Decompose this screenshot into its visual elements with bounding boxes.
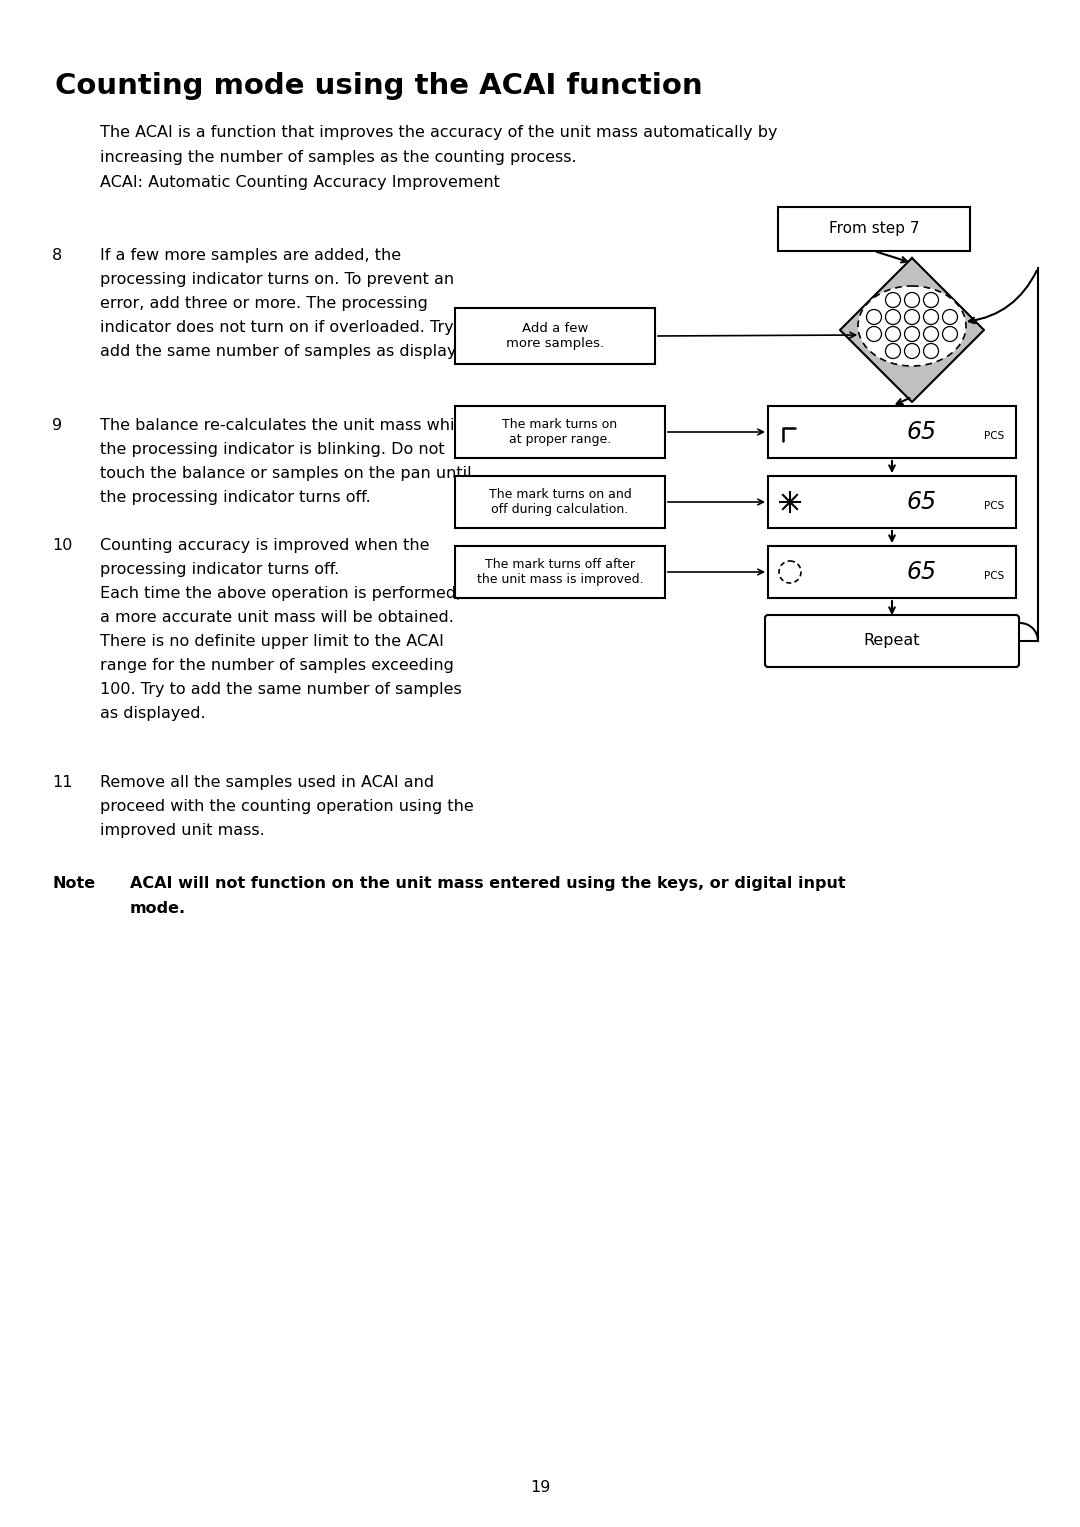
Text: processing indicator turns off.: processing indicator turns off.	[100, 562, 339, 577]
Polygon shape	[840, 258, 984, 402]
Text: the processing indicator turns off.: the processing indicator turns off.	[100, 490, 370, 505]
Text: increasing the number of samples as the counting process.: increasing the number of samples as the …	[100, 150, 577, 165]
Text: error, add three or more. The processing: error, add three or more. The processing	[100, 296, 428, 312]
Text: improved unit mass.: improved unit mass.	[100, 823, 265, 838]
Text: Counting mode using the ACAI function: Counting mode using the ACAI function	[55, 72, 703, 99]
Text: Add a few
more samples.: Add a few more samples.	[505, 322, 604, 350]
Text: The ACAI is a function that improves the accuracy of the unit mass automatically: The ACAI is a function that improves the…	[100, 125, 778, 140]
Text: Repeat: Repeat	[864, 634, 920, 649]
Text: range for the number of samples exceeding: range for the number of samples exceedin…	[100, 658, 454, 673]
Text: The mark turns off after
the unit mass is improved.: The mark turns off after the unit mass i…	[476, 557, 644, 586]
FancyBboxPatch shape	[455, 406, 665, 458]
Text: 10: 10	[52, 538, 72, 553]
FancyBboxPatch shape	[768, 476, 1016, 528]
Text: There is no definite upper limit to the ACAI: There is no definite upper limit to the …	[100, 634, 444, 649]
Text: Remove all the samples used in ACAI and: Remove all the samples used in ACAI and	[100, 776, 434, 789]
Text: touch the balance or samples on the pan until: touch the balance or samples on the pan …	[100, 466, 472, 481]
Text: the processing indicator is blinking. Do not: the processing indicator is blinking. Do…	[100, 441, 445, 457]
Text: Note: Note	[52, 876, 95, 890]
Text: 11: 11	[52, 776, 72, 789]
Text: The balance re-calculates the unit mass while: The balance re-calculates the unit mass …	[100, 418, 469, 434]
Text: as displayed.: as displayed.	[100, 705, 205, 721]
Text: Each time the above operation is performed,: Each time the above operation is perform…	[100, 586, 461, 602]
Ellipse shape	[858, 286, 966, 366]
Text: PCS: PCS	[984, 501, 1003, 512]
Text: 9: 9	[52, 418, 63, 434]
FancyBboxPatch shape	[768, 406, 1016, 458]
Text: 100. Try to add the same number of samples: 100. Try to add the same number of sampl…	[100, 683, 462, 696]
Text: The mark turns on
at proper range.: The mark turns on at proper range.	[502, 418, 618, 446]
FancyBboxPatch shape	[765, 615, 1020, 667]
Text: a more accurate unit mass will be obtained.: a more accurate unit mass will be obtain…	[100, 609, 454, 625]
Text: 65: 65	[907, 420, 936, 444]
Text: processing indicator turns on. To prevent an: processing indicator turns on. To preven…	[100, 272, 454, 287]
Text: indicator does not turn on if overloaded. Try to: indicator does not turn on if overloaded…	[100, 321, 475, 334]
Text: 65: 65	[907, 490, 936, 515]
Text: 19: 19	[530, 1480, 550, 1495]
Text: mode.: mode.	[130, 901, 186, 916]
Text: add the same number of samples as displayed.: add the same number of samples as displa…	[100, 344, 482, 359]
FancyBboxPatch shape	[455, 547, 665, 599]
Text: If a few more samples are added, the: If a few more samples are added, the	[100, 247, 401, 263]
Text: From step 7: From step 7	[828, 221, 919, 237]
FancyBboxPatch shape	[455, 476, 665, 528]
Text: 8: 8	[52, 247, 63, 263]
Text: proceed with the counting operation using the: proceed with the counting operation usin…	[100, 799, 474, 814]
Text: The mark turns on and
off during calculation.: The mark turns on and off during calcula…	[488, 489, 632, 516]
FancyBboxPatch shape	[778, 208, 970, 250]
Text: ACAI will not function on the unit mass entered using the keys, or digital input: ACAI will not function on the unit mass …	[130, 876, 846, 890]
FancyBboxPatch shape	[455, 308, 654, 363]
Text: ACAI: Automatic Counting Accuracy Improvement: ACAI: Automatic Counting Accuracy Improv…	[100, 176, 500, 189]
Text: Counting accuracy is improved when the: Counting accuracy is improved when the	[100, 538, 430, 553]
Text: PCS: PCS	[984, 571, 1003, 580]
FancyBboxPatch shape	[768, 547, 1016, 599]
Text: PCS: PCS	[984, 431, 1003, 441]
Text: 65: 65	[907, 560, 936, 583]
